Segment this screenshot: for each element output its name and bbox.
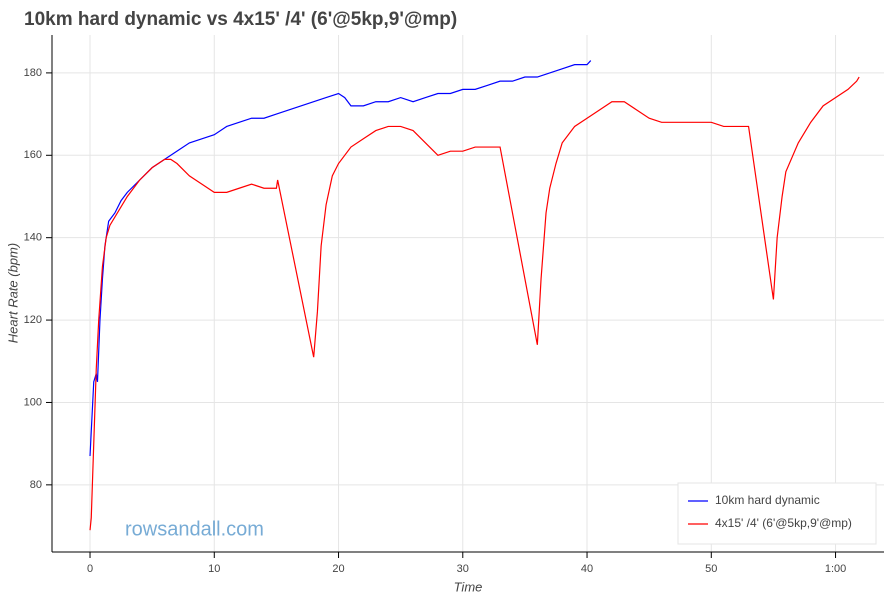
legend-box (677, 482, 877, 545)
x-tick-label: 40 (581, 563, 593, 575)
y-tick-label: 160 (24, 149, 42, 161)
watermark: rowsandall.com (125, 518, 264, 540)
x-tick-label: 1:00 (825, 563, 846, 575)
line-series (89, 76, 860, 531)
x-tick-label: 50 (705, 563, 717, 575)
y-tick-label: 120 (24, 314, 42, 326)
y-tick-label: 140 (24, 232, 42, 244)
y-tick-label: 180 (24, 67, 42, 79)
x-tick-label: 30 (457, 563, 469, 575)
x-axis-label: Time (454, 579, 483, 594)
chart-title: 10km hard dynamic vs 4x15' /4' (6'@5kp,9… (24, 9, 457, 30)
y-axis-label: Heart Rate (bpm) (5, 243, 20, 343)
legend-label: 4x15' /4' (6'@5kp,9'@mp) (715, 516, 852, 530)
x-tick-label: 10 (208, 563, 220, 575)
y-tick-label: 100 (24, 396, 42, 408)
x-tick-label: 0 (87, 563, 93, 575)
line-series (89, 60, 592, 457)
legend-label: 10km hard dynamic (715, 493, 820, 507)
x-tick-label: 20 (332, 563, 344, 575)
y-tick-label: 80 (30, 479, 42, 491)
